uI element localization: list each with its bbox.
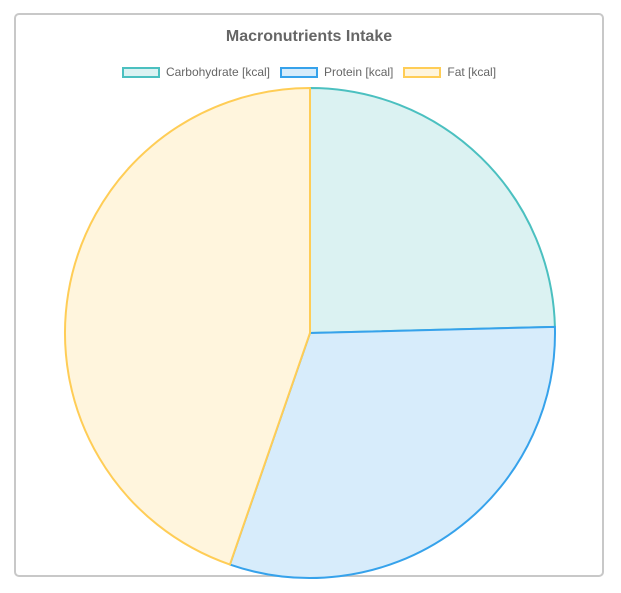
legend-item-carbohydrate[interactable]: Carbohydrate [kcal] xyxy=(121,65,270,79)
chart-title: Macronutrients Intake xyxy=(225,28,393,45)
legend-item-fat[interactable]: Fat [kcal] xyxy=(403,65,496,79)
pie-slice-carbohydrate[interactable] xyxy=(309,87,556,334)
pie-slice-fat[interactable] xyxy=(64,87,311,566)
legend-swatch-protein xyxy=(280,66,318,78)
pie-slice-protein[interactable] xyxy=(228,325,556,579)
chart-legend: Carbohydrate [kcal] Protein [kcal] Fat [… xyxy=(16,65,602,79)
legend-swatch-fat xyxy=(403,66,442,78)
legend-label-fat: Fat [kcal] xyxy=(447,65,497,79)
legend-label-protein: Protein [kcal] xyxy=(324,65,394,79)
legend-item-protein[interactable]: Protein [kcal] xyxy=(280,65,393,79)
legend-swatch-carbohydrate xyxy=(121,66,160,78)
legend-label-carbohydrate: Carbohydrate [kcal] xyxy=(165,65,270,79)
